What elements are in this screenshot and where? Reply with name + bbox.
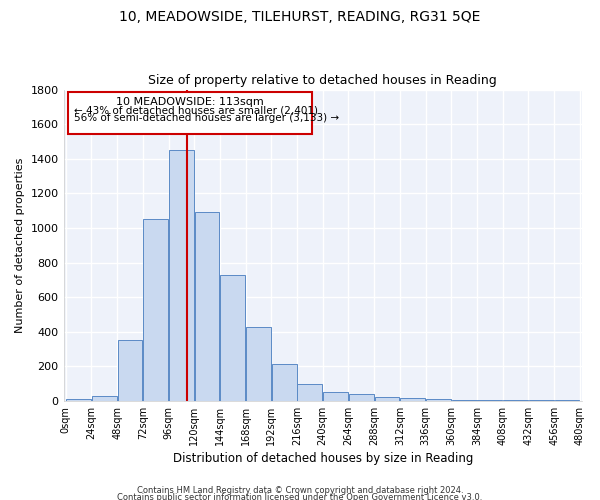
- Text: ← 43% of detached houses are smaller (2,401): ← 43% of detached houses are smaller (2,…: [74, 105, 318, 115]
- Bar: [298, 384, 322, 401]
- Bar: [246, 326, 271, 401]
- Bar: [220, 274, 245, 401]
- Bar: [503, 400, 528, 401]
- Bar: [169, 150, 194, 401]
- Y-axis label: Number of detached properties: Number of detached properties: [15, 158, 25, 333]
- Bar: [143, 220, 168, 401]
- Bar: [194, 212, 220, 401]
- Bar: [452, 400, 476, 401]
- Bar: [529, 400, 554, 401]
- Text: 10, MEADOWSIDE, TILEHURST, READING, RG31 5QE: 10, MEADOWSIDE, TILEHURST, READING, RG31…: [119, 10, 481, 24]
- Bar: [374, 396, 400, 401]
- Text: 56% of semi-detached houses are larger (3,133) →: 56% of semi-detached houses are larger (…: [74, 113, 340, 123]
- Bar: [118, 340, 142, 401]
- Bar: [323, 392, 348, 401]
- Bar: [400, 398, 425, 401]
- FancyBboxPatch shape: [68, 92, 312, 134]
- Text: Contains HM Land Registry data © Crown copyright and database right 2024.: Contains HM Land Registry data © Crown c…: [137, 486, 463, 495]
- Bar: [92, 396, 116, 401]
- Bar: [478, 400, 502, 401]
- Text: Contains public sector information licensed under the Open Government Licence v3: Contains public sector information licen…: [118, 494, 482, 500]
- Bar: [554, 400, 580, 401]
- Bar: [349, 394, 374, 401]
- Title: Size of property relative to detached houses in Reading: Size of property relative to detached ho…: [148, 74, 497, 87]
- X-axis label: Distribution of detached houses by size in Reading: Distribution of detached houses by size …: [173, 452, 473, 465]
- Bar: [66, 399, 91, 401]
- Bar: [272, 364, 296, 401]
- Bar: [426, 399, 451, 401]
- Text: 10 MEADOWSIDE: 113sqm: 10 MEADOWSIDE: 113sqm: [116, 98, 264, 108]
